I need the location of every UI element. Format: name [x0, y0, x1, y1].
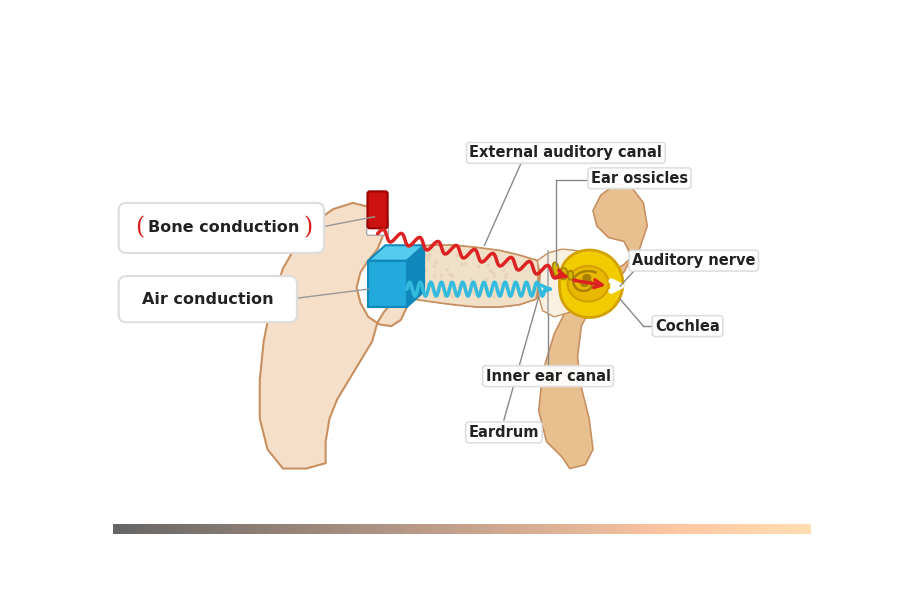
- FancyBboxPatch shape: [367, 191, 388, 229]
- Text: ): ): [303, 217, 312, 239]
- Ellipse shape: [568, 271, 573, 280]
- Text: Eardrum: Eardrum: [469, 425, 539, 440]
- Ellipse shape: [553, 262, 559, 276]
- Text: Inner ear canal: Inner ear canal: [486, 368, 610, 383]
- FancyBboxPatch shape: [119, 203, 324, 253]
- Text: Cochlea: Cochlea: [655, 319, 720, 334]
- Polygon shape: [368, 260, 407, 307]
- Polygon shape: [411, 245, 540, 307]
- Text: Ear ossicles: Ear ossicles: [591, 171, 688, 186]
- Polygon shape: [260, 203, 540, 469]
- Text: External auditory canal: External auditory canal: [470, 145, 662, 160]
- Polygon shape: [407, 245, 424, 307]
- Polygon shape: [539, 184, 647, 469]
- FancyBboxPatch shape: [366, 221, 389, 235]
- Polygon shape: [537, 249, 587, 317]
- Text: Bone conduction: Bone conduction: [148, 220, 300, 235]
- Ellipse shape: [583, 275, 590, 281]
- Text: Auditory nerve: Auditory nerve: [632, 253, 755, 268]
- FancyBboxPatch shape: [119, 276, 297, 322]
- Polygon shape: [368, 245, 424, 260]
- Ellipse shape: [560, 268, 567, 280]
- Polygon shape: [568, 266, 608, 302]
- Polygon shape: [560, 250, 623, 317]
- Text: (: (: [135, 217, 144, 239]
- Text: Air conduction: Air conduction: [142, 292, 274, 307]
